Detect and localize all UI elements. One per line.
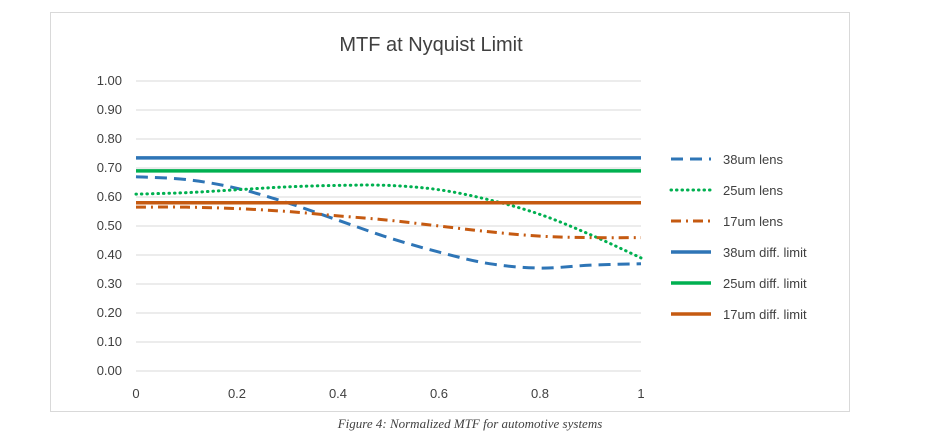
series-lines [134,156,643,270]
y-tick-label: 0.70 [97,160,122,175]
x-tick-label: 0 [132,386,139,401]
y-tick-label: 0.90 [97,102,122,117]
y-tick-label: 0.30 [97,276,122,291]
y-tick-label: 0.50 [97,218,122,233]
x-axis-ticks: 0 0.2 0.4 0.6 0.8 1 [132,386,644,401]
x-tick-label: 0.6 [430,386,448,401]
y-tick-label: 0.40 [97,247,122,262]
grid-lines [136,80,641,372]
figure-caption: Figure 4: Normalized MTF for automotive … [337,416,603,431]
y-tick-label: 0.00 [97,363,122,378]
mtf-chart: MTF at Nyquist Limit 0.000.100.200.300.4… [97,34,807,401]
y-tick-label: 0.20 [97,305,122,320]
series-line-25um-lens [134,183,643,260]
x-tick-label: 0.4 [329,386,347,401]
legend-label-38um-lens: 38um lens [723,152,783,167]
legend-label-25um-diff-limit: 25um diff. limit [723,276,807,291]
y-tick-label: 0.10 [97,334,122,349]
legend-label-17um-diff-limit: 17um diff. limit [723,307,807,322]
x-tick-label: 1 [637,386,644,401]
y-tick-label: 0.60 [97,189,122,204]
chart-title: MTF at Nyquist Limit [339,34,523,56]
y-tick-label: 0.80 [97,131,122,146]
chart-frame: MTF at Nyquist Limit 0.00 0.10 0.20 0.30 0.4… [50,12,850,412]
x-tick-label: 0.2 [228,386,246,401]
legend-label-17um-lens: 17um lens [723,214,783,229]
y-axis-ticks: 0.00 0.10 0.20 0.30 0.40 0.50 0.60 0.70 0.80 0.90… [97,73,122,378]
x-tick-label: 0.8 [531,386,549,401]
legend-label-25um-lens: 25um lens [723,183,783,198]
legend: 38um lens 25um lens 17um lens 38um diff. li… [669,152,807,322]
series-line-38um-lens [135,175,642,270]
series-line-17um-lens [135,205,642,240]
y-tick-label: 1.00 [97,73,122,88]
legend-label-38um-diff-limit: 38um diff. limit [723,245,807,260]
